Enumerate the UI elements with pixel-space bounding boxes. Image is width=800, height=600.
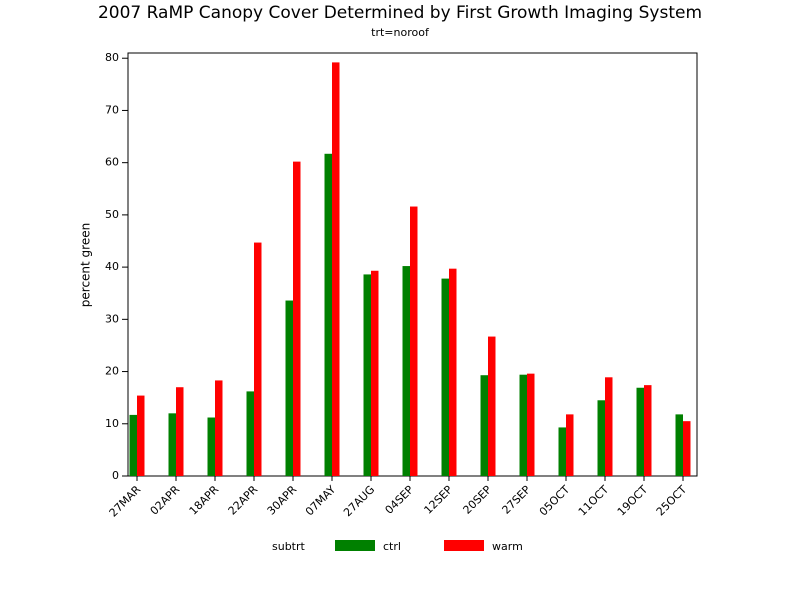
bar: [683, 421, 691, 476]
bar: [137, 395, 145, 476]
bar: [324, 153, 332, 477]
y-tick-label: 70: [105, 103, 119, 116]
bar: [371, 270, 379, 476]
legend-label: warm: [492, 540, 523, 553]
bar: [293, 161, 301, 476]
bar: [285, 300, 293, 476]
legend-title: subtrt: [272, 540, 306, 553]
bar: [410, 206, 418, 477]
bar: [402, 266, 410, 476]
y-tick-label: 30: [105, 312, 119, 325]
bar: [480, 375, 488, 476]
bar: [519, 374, 527, 476]
y-tick-label: 60: [105, 156, 119, 169]
y-tick-label: 20: [105, 365, 119, 378]
bar: [449, 268, 457, 476]
y-tick-label: 50: [105, 208, 119, 221]
bar: [215, 380, 223, 476]
bar: [636, 387, 644, 476]
bar: [597, 400, 605, 476]
bar: [644, 385, 652, 476]
bar: [566, 414, 574, 476]
y-tick-label: 40: [105, 260, 119, 273]
bar: [207, 417, 215, 476]
y-tick-label: 0: [112, 469, 119, 482]
chart-subtitle: trt=noroof: [371, 26, 430, 39]
legend-label: ctrl: [383, 540, 401, 553]
bar: [605, 377, 613, 476]
bar: [441, 278, 449, 476]
bar: [527, 373, 535, 476]
legend-swatch: [444, 540, 484, 551]
bar: [363, 274, 371, 476]
bar: [558, 427, 566, 476]
y-axis-label: percent green: [79, 223, 93, 307]
bar: [129, 414, 137, 476]
y-tick-label: 10: [105, 417, 119, 430]
y-tick-label: 80: [105, 51, 119, 64]
bar: [332, 62, 340, 477]
chart-title: 2007 RaMP Canopy Cover Determined by Fir…: [98, 3, 702, 23]
bar: [246, 391, 254, 476]
bar: [168, 413, 176, 476]
bar: [488, 336, 496, 476]
bar: [675, 414, 683, 476]
bar: [176, 387, 184, 476]
legend-swatch: [335, 540, 375, 551]
bar: [254, 242, 262, 476]
